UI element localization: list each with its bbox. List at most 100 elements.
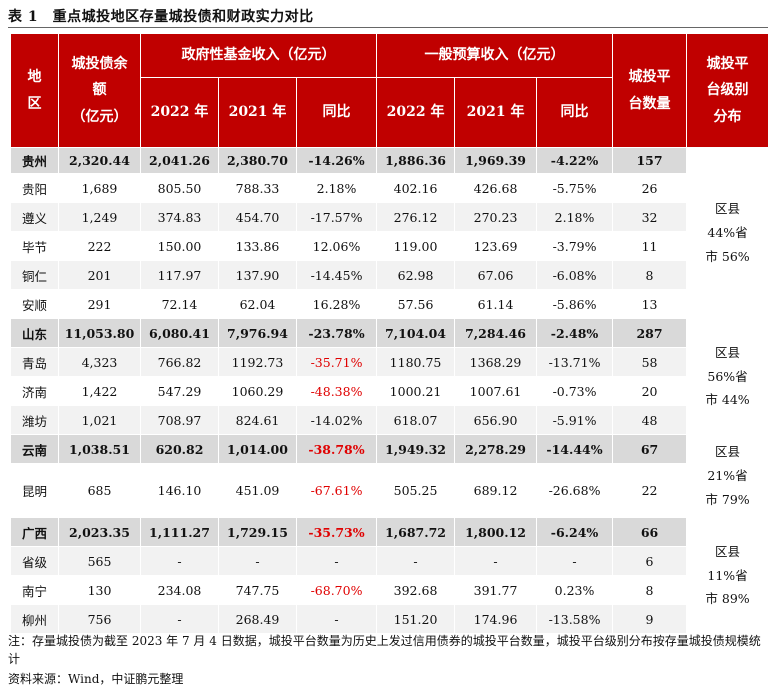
- cell-gf-2022: 6,080.41: [140, 318, 219, 348]
- cell-gb-2022: 1,687.72: [376, 517, 456, 547]
- cell-gf-yoy: -68.70%: [295, 575, 378, 605]
- cell-gb-2021: 174.96: [454, 604, 538, 634]
- cell-gf-2021: 1,729.15: [218, 517, 297, 547]
- cell-region: 贵州: [10, 147, 59, 174]
- cell-region: 潍坊: [10, 405, 59, 435]
- cell-gb-2021: 1368.29: [454, 347, 538, 377]
- cell-gb-2021: 123.69: [454, 231, 538, 261]
- cell-gf-2022: 547.29: [140, 376, 219, 406]
- header-gb-2021: 2021 年: [454, 77, 538, 148]
- cell-gb-yoy: -5.91%: [536, 405, 614, 435]
- cell-debt: 291: [58, 289, 141, 319]
- cell-platforms: 13: [612, 289, 688, 319]
- city-row: 南宁 130 234.08 747.75 -68.70% 392.68 391.77 0.23…: [10, 575, 769, 605]
- cell-gf-2022: 234.08: [140, 575, 219, 605]
- header-gb-yoy: 同比: [536, 77, 614, 148]
- province-row: 广西 2,023.35 1,111.27 1,729.15 -35.73% 1,687.7…: [10, 517, 770, 634]
- cell-gb-yoy: -4.22%: [536, 147, 614, 174]
- cell-gf-yoy: -38.78%: [295, 434, 378, 464]
- cell-platforms: 22: [612, 463, 688, 518]
- cell-gb-yoy: 2.18%: [536, 202, 614, 232]
- cell-debt: 2,320.44: [58, 147, 141, 174]
- cell-gf-yoy: -: [295, 546, 378, 576]
- finance-comparison-table: 地区 城投债余额（亿元） 政府性基金收入（亿元） 一般预算收入（亿元） 城投平台…: [10, 33, 770, 634]
- city-row: 贵阳 1,689 805.50 788.33 2.18% 402.16 426.68 -5.7…: [10, 173, 769, 203]
- city-row: 济南 1,422 547.29 1060.29 -48.38% 1000.21 1007.6…: [10, 376, 769, 406]
- cell-gb-2021: 67.06: [454, 260, 538, 290]
- cell-gf-2021: 7,976.94: [218, 318, 297, 348]
- cell-region: 南宁: [10, 575, 59, 605]
- cell-region: 毕节: [10, 231, 59, 261]
- cell-gb-yoy: -5.86%: [536, 289, 614, 319]
- cell-gb-yoy: -13.71%: [536, 347, 614, 377]
- cell-debt: 1,021: [58, 405, 141, 435]
- cell-gf-yoy: -14.45%: [295, 260, 378, 290]
- cell-gb-yoy: -6.08%: [536, 260, 614, 290]
- cell-platforms: 20: [612, 376, 688, 406]
- city-row: 昆明 685 146.10 451.09 -67.61% 505.25 689.12 -26.…: [10, 463, 769, 518]
- cell-gf-2022: 620.82: [140, 434, 219, 464]
- cell-gf-2022: 1,111.27: [140, 517, 219, 547]
- cell-gb-2022: 57.56: [376, 289, 456, 319]
- header-region-text: 地区: [27, 68, 42, 112]
- cell-gf-yoy: -14.02%: [295, 405, 378, 435]
- cell-gb-2022: 119.00: [376, 231, 456, 261]
- city-row: 省级 565- - - - - -6: [10, 546, 769, 576]
- cell-gf-2022: 72.14: [140, 289, 219, 319]
- title-divider: [8, 27, 768, 28]
- cell-gf-yoy: -17.57%: [295, 202, 378, 232]
- cell-gf-2022: -: [140, 604, 219, 634]
- city-row: 青岛 4,323 766.82 1192.73 -35.71% 1180.75 1368.2…: [10, 347, 769, 377]
- level-distribution-cell: 区县 11%省 市 89%: [686, 517, 770, 634]
- cell-gb-2021: 656.90: [454, 405, 538, 435]
- cell-region: 柳州: [10, 604, 59, 634]
- cell-region: 广西: [10, 517, 59, 547]
- cell-region: 安顺: [10, 289, 59, 319]
- cell-debt: 2,023.35: [58, 517, 141, 547]
- cell-gb-2022: 392.68: [376, 575, 456, 605]
- cell-platforms: 8: [612, 575, 688, 605]
- cell-debt: 1,689: [58, 173, 141, 203]
- cell-debt: 201: [58, 260, 141, 290]
- cell-gb-yoy: -5.75%: [536, 173, 614, 203]
- cell-debt: 130: [58, 575, 141, 605]
- header-gf-2021: 2021 年: [218, 77, 297, 148]
- cell-gf-2022: -: [140, 546, 219, 576]
- cell-gf-yoy: 16.28%: [295, 289, 378, 319]
- header-gf-yoy: 同比: [295, 77, 378, 148]
- cell-gf-2021: 788.33: [218, 173, 297, 203]
- cell-region: 遵义: [10, 202, 59, 232]
- cell-gf-2021: 1060.29: [218, 376, 297, 406]
- cell-debt: 565: [58, 546, 141, 576]
- cell-region: 铜仁: [10, 260, 59, 290]
- header-gf-2022: 2022 年: [140, 77, 219, 148]
- cell-region: 云南: [10, 434, 59, 464]
- cell-debt: 1,249: [58, 202, 141, 232]
- cell-gb-2021: 1,800.12: [454, 517, 538, 547]
- cell-gb-2021: 689.12: [454, 463, 538, 518]
- cell-region: 山东: [10, 318, 59, 348]
- cell-region: 济南: [10, 376, 59, 406]
- cell-gb-2022: 276.12: [376, 202, 456, 232]
- cell-platforms: 9: [612, 604, 688, 634]
- cell-gf-2021: 133.86: [218, 231, 297, 261]
- cell-debt: 756: [58, 604, 141, 634]
- cell-gb-2022: 7,104.04: [376, 318, 456, 348]
- cell-gb-2021: 426.68: [454, 173, 538, 203]
- cell-gf-yoy: -35.73%: [295, 517, 378, 547]
- city-row: 潍坊 1,021 708.97 824.61 -14.02% 618.07 656.90 -5…: [10, 405, 769, 435]
- cell-gf-yoy: 2.18%: [295, 173, 378, 203]
- cell-platforms: 48: [612, 405, 688, 435]
- cell-platforms: 66: [612, 517, 688, 547]
- cell-gf-2021: 1192.73: [218, 347, 297, 377]
- city-row: 铜仁 201 117.97 137.90 -14.45% 62.98 67.06 -6.08%…: [10, 260, 769, 290]
- cell-gb-2022: 505.25: [376, 463, 456, 518]
- cell-gf-2022: 146.10: [140, 463, 219, 518]
- cell-gf-2022: 2,041.26: [140, 147, 219, 174]
- cell-gb-2021: 7,284.46: [454, 318, 538, 348]
- cell-platforms: 11: [612, 231, 688, 261]
- cell-gf-2021: 824.61: [218, 405, 297, 435]
- cell-gb-yoy: -0.73%: [536, 376, 614, 406]
- cell-gb-2022: 618.07: [376, 405, 456, 435]
- cell-gb-2022: 402.16: [376, 173, 456, 203]
